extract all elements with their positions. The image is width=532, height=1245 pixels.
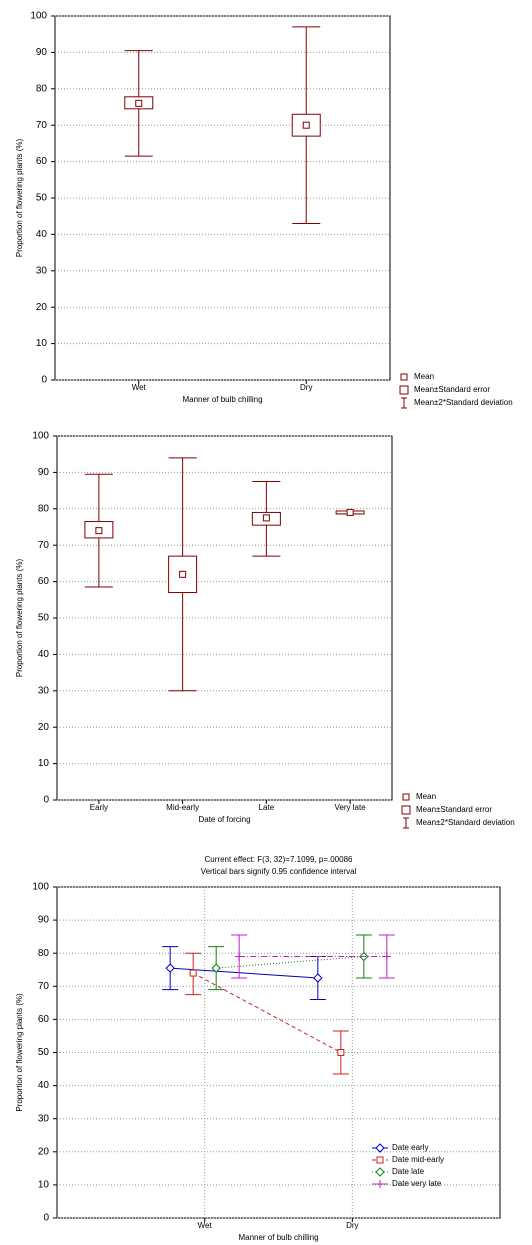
x-tick-label: Very late (335, 803, 367, 812)
y-tick-label: 20 (36, 302, 48, 313)
legend-label: Date early (392, 1143, 428, 1152)
y-tick-label: 0 (41, 375, 47, 386)
mean-marker (346, 508, 354, 516)
y-tick-label: 40 (38, 649, 50, 660)
legend-label: Mean±Standard error (414, 385, 490, 394)
marker (375, 1143, 385, 1153)
legend-label: Date late (392, 1167, 425, 1176)
mean-marker (135, 99, 143, 107)
y-axis-label: Proportion of flowering plants (%) (15, 993, 24, 1112)
x-tick-label: Wet (198, 1221, 213, 1230)
y-tick-label: 60 (36, 156, 48, 167)
y-tick-label: 10 (38, 758, 50, 769)
chart-title: Current effect: F(3, 32)=7.1099, p=.0008… (205, 855, 354, 864)
y-tick-label: 20 (38, 1146, 50, 1157)
y-axis-label: Proportion of flowering plants (%) (15, 559, 24, 678)
y-tick-label: 0 (43, 1213, 49, 1224)
y-tick-label: 30 (38, 1113, 50, 1124)
marker (211, 963, 221, 973)
marker (376, 1180, 384, 1188)
legend-label: Date mid-early (392, 1155, 444, 1164)
marker (313, 973, 323, 983)
legend-symbol (402, 793, 410, 801)
y-tick-label: 90 (38, 467, 50, 478)
legend-symbol (399, 385, 409, 395)
y-tick-label: 90 (36, 47, 48, 58)
x-tick-label: Dry (300, 383, 312, 392)
legend-label: Mean (416, 792, 436, 801)
x-tick-label: Dry (346, 1221, 358, 1230)
mean-marker (262, 514, 270, 522)
y-tick-label: 70 (38, 540, 50, 551)
y-tick-label: 70 (36, 120, 48, 131)
y-tick-label: 30 (36, 265, 48, 276)
legend-label: Mean±2*Standard deviation (416, 818, 515, 827)
y-tick-label: 100 (32, 431, 49, 442)
series-line (216, 956, 364, 969)
legend-symbol (400, 373, 408, 381)
y-tick-label: 100 (32, 882, 49, 893)
y-tick-label: 30 (38, 685, 50, 696)
y-tick-label: 20 (38, 722, 50, 733)
y-axis-label: Proportion of flowering plants (%) (15, 139, 24, 258)
y-tick-label: 40 (36, 229, 48, 240)
marker (189, 969, 197, 977)
x-axis-label: Date of forcing (198, 815, 250, 824)
x-axis-label: Manner of bulb chilling (238, 1233, 318, 1242)
y-tick-label: 80 (36, 83, 48, 94)
marker (375, 1167, 385, 1177)
legend-label: Mean±2*Standard deviation (414, 398, 513, 407)
marker (382, 952, 391, 961)
y-tick-label: 40 (38, 1080, 50, 1091)
marker (376, 1156, 384, 1164)
y-tick-label: 100 (30, 11, 47, 22)
y-tick-label: 80 (38, 948, 50, 959)
marker (165, 963, 175, 973)
plot-area (54, 15, 391, 381)
y-tick-label: 10 (38, 1180, 50, 1191)
y-tick-label: 50 (38, 1047, 50, 1058)
y-tick-label: 70 (38, 981, 50, 992)
plot-area (56, 435, 393, 801)
x-tick-label: Late (259, 803, 275, 812)
legend-label: Date very late (392, 1179, 442, 1188)
mean-marker (95, 527, 103, 535)
x-tick-label: Wet (132, 383, 147, 392)
y-tick-label: 50 (36, 193, 48, 204)
x-axis-label: Manner of bulb chilling (182, 395, 262, 404)
y-tick-label: 60 (38, 576, 50, 587)
legend-label: Mean±Standard error (416, 805, 492, 814)
y-tick-label: 60 (38, 1014, 50, 1025)
legend-symbol (401, 805, 411, 815)
legend-label: Mean (414, 372, 434, 381)
x-tick-label: Mid-early (166, 803, 199, 812)
y-tick-label: 80 (38, 503, 50, 514)
x-tick-label: Early (90, 803, 108, 812)
mean-marker (302, 121, 310, 129)
marker (337, 1049, 345, 1056)
y-tick-label: 50 (38, 613, 50, 624)
mean-marker (179, 570, 187, 578)
marker (235, 952, 244, 961)
y-tick-label: 0 (43, 795, 49, 806)
chart-subtitle: Vertical bars signify 0.95 confidence in… (201, 867, 357, 876)
y-tick-label: 90 (38, 915, 50, 926)
y-tick-label: 10 (36, 338, 48, 349)
